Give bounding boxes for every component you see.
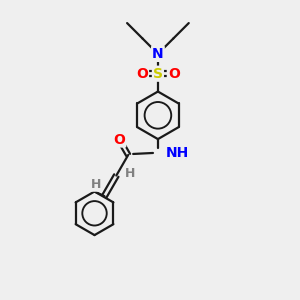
Text: O: O [136,67,148,81]
Text: H: H [91,178,102,191]
Text: NH: NH [166,146,189,160]
Text: S: S [153,67,163,81]
Text: N: N [152,47,164,61]
Text: O: O [113,133,125,146]
Text: O: O [168,67,180,81]
Text: H: H [125,167,135,180]
